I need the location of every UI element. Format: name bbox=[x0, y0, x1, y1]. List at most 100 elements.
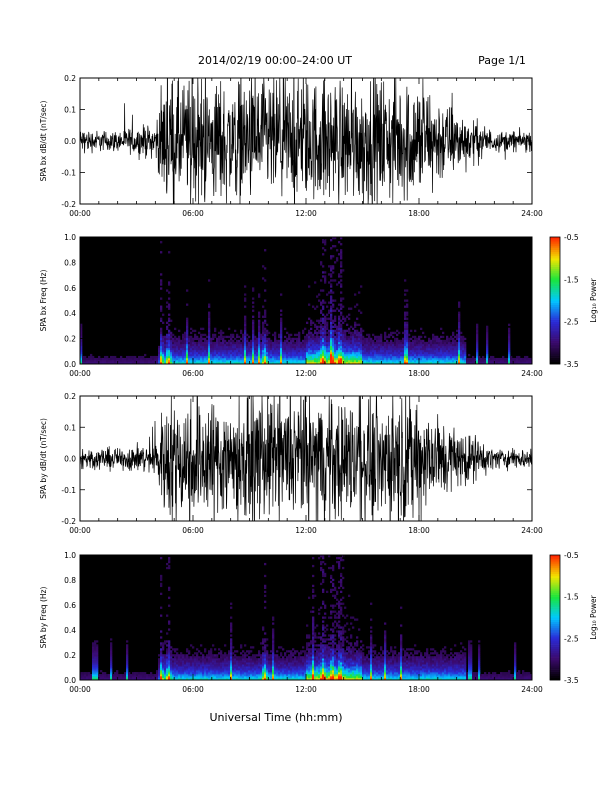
spectrogram-cell bbox=[284, 343, 287, 347]
spectrogram-cell bbox=[430, 355, 433, 359]
spectrogram-cell bbox=[230, 672, 233, 675]
spectrogram-cell bbox=[364, 361, 367, 364]
spectrogram-cell bbox=[214, 654, 217, 657]
spectrogram-cell bbox=[258, 670, 261, 673]
spectrogram-cell bbox=[222, 668, 225, 671]
spectrogram-cell bbox=[330, 349, 333, 353]
spectrogram-cell bbox=[322, 337, 325, 341]
spectrogram-cell bbox=[278, 674, 281, 677]
spectrogram-cell bbox=[330, 361, 333, 364]
spectrogram-cell bbox=[168, 361, 171, 364]
spectrogram-cell bbox=[252, 321, 255, 324]
spectrogram-cell bbox=[330, 275, 333, 278]
spectrogram-cell bbox=[376, 341, 379, 345]
spectrogram-cell bbox=[104, 355, 107, 359]
spectrogram-cell bbox=[396, 349, 399, 353]
spectrogram-cell bbox=[214, 361, 217, 364]
spectrogram-cell bbox=[308, 347, 311, 351]
spectrogram-cell bbox=[382, 345, 385, 349]
spectrogram-cell bbox=[254, 337, 257, 341]
spectrogram-cell bbox=[186, 347, 189, 351]
spectrogram-cell bbox=[336, 351, 339, 355]
spectrogram-cell bbox=[330, 648, 333, 651]
spectrogram-cell bbox=[302, 351, 305, 355]
spectrogram-cell bbox=[170, 361, 173, 364]
spectrogram-cell bbox=[320, 261, 323, 264]
spectrogram-cell bbox=[222, 339, 225, 343]
spectrogram-cell bbox=[320, 652, 323, 655]
spectrogram-cell bbox=[386, 335, 389, 339]
spectrogram-cell bbox=[194, 666, 197, 669]
spectrogram-cell bbox=[444, 357, 447, 361]
spectrogram-cell bbox=[286, 331, 289, 335]
spectrogram-cell bbox=[216, 355, 219, 359]
spectrogram-cell bbox=[164, 349, 167, 353]
spectrogram-cell bbox=[324, 343, 327, 347]
spectrogram-cell bbox=[208, 652, 211, 655]
spectrogram-cell bbox=[110, 642, 113, 645]
spectrogram-cell bbox=[348, 359, 351, 363]
spectrogram-cell bbox=[248, 357, 251, 361]
spectrogram-cell bbox=[162, 345, 165, 349]
spectrogram-cell bbox=[222, 349, 225, 353]
spectrogram-cell bbox=[260, 343, 263, 347]
spectrogram-cell bbox=[266, 638, 269, 641]
spectrogram-cell bbox=[408, 351, 411, 355]
spectrogram-cell bbox=[334, 604, 337, 607]
spectrogram-cell bbox=[336, 249, 339, 252]
y-tick-label: 0.4 bbox=[64, 309, 76, 318]
spectrogram-cell bbox=[404, 305, 407, 308]
spectrogram-cell bbox=[312, 345, 315, 349]
spectrogram-cell bbox=[230, 660, 233, 663]
spectrogram-cell bbox=[194, 341, 197, 345]
spectrogram-cell bbox=[236, 361, 239, 364]
spectrogram-cell bbox=[262, 361, 265, 364]
spectrogram-cell bbox=[436, 335, 439, 339]
spectrogram-cell bbox=[182, 343, 185, 347]
spectrogram-cell bbox=[384, 335, 387, 339]
spectrogram-cell bbox=[184, 355, 187, 359]
spectrogram-cell bbox=[452, 351, 455, 355]
spectrogram-cell bbox=[204, 676, 207, 679]
spectrogram-cell bbox=[224, 672, 227, 675]
spectrogram-cell bbox=[302, 341, 305, 345]
spectrogram-cell bbox=[452, 345, 455, 349]
spectrogram-cell bbox=[208, 341, 211, 345]
spectrogram-cell bbox=[162, 668, 165, 671]
spectrogram-cell bbox=[320, 642, 323, 645]
spectrogram-cell bbox=[456, 345, 459, 349]
spectrogram-cell bbox=[170, 351, 173, 355]
spectrogram-cell bbox=[306, 341, 309, 345]
spectrogram-cell bbox=[194, 668, 197, 671]
spectrogram-cell bbox=[446, 361, 449, 364]
spectrogram-cell bbox=[414, 329, 417, 333]
spectrogram-cell bbox=[286, 345, 289, 349]
spectrogram-cell bbox=[232, 341, 235, 345]
spectrogram-cell bbox=[166, 289, 169, 292]
spectrogram-cell bbox=[302, 353, 305, 357]
spectrogram-cell bbox=[302, 339, 305, 343]
spectrogram-cell bbox=[244, 361, 247, 364]
spectrogram-cell bbox=[190, 339, 193, 343]
spectrogram-cell bbox=[350, 355, 353, 359]
spectrogram-cell bbox=[192, 658, 195, 661]
spectrogram-cell bbox=[446, 345, 449, 349]
spectrogram-cell bbox=[252, 656, 255, 659]
spectrogram-cell bbox=[158, 676, 161, 679]
spectrogram-cell bbox=[286, 670, 289, 673]
spectrogram-cell bbox=[322, 664, 325, 667]
spectrogram-cell bbox=[368, 333, 371, 337]
spectrogram-cell bbox=[198, 339, 201, 343]
spectrogram-cell bbox=[262, 339, 265, 343]
spectrogram-cell bbox=[314, 361, 317, 364]
spectrogram-cell bbox=[356, 347, 359, 351]
spectrogram-cell bbox=[322, 658, 325, 661]
spectrogram-cell bbox=[176, 668, 179, 671]
spectrogram-cell bbox=[198, 660, 201, 663]
spectrogram-cell bbox=[118, 678, 121, 680]
spectrogram-cell bbox=[248, 349, 251, 353]
spectrogram-cell bbox=[424, 341, 427, 345]
spectrogram-cell bbox=[348, 357, 351, 361]
spectrogram-cell bbox=[334, 337, 337, 341]
spectrogram-cell bbox=[244, 305, 247, 308]
